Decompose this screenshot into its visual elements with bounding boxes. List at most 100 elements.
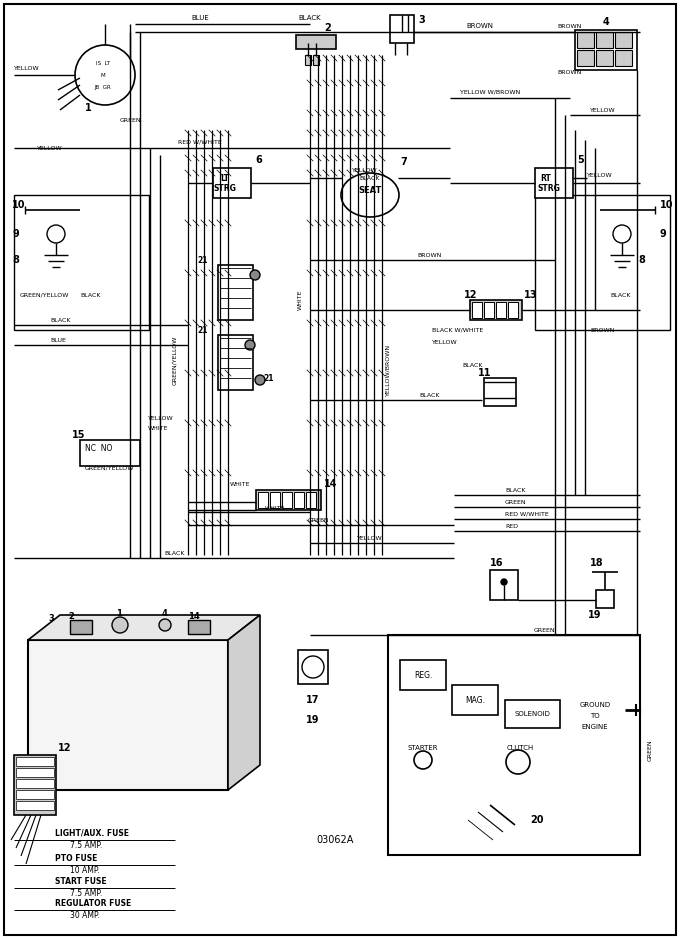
Bar: [296, 35, 336, 49]
Text: LT: LT: [220, 174, 230, 182]
Text: LIGHT/AUX. FUSE: LIGHT/AUX. FUSE: [55, 828, 129, 838]
Text: REGULATOR FUSE: REGULATOR FUSE: [55, 899, 131, 907]
Text: BLACK: BLACK: [462, 362, 483, 367]
Bar: [294, 492, 304, 508]
Text: SEAT: SEAT: [358, 186, 381, 194]
Text: NC  NO: NC NO: [85, 443, 112, 453]
Bar: [490, 570, 518, 600]
Bar: [298, 650, 328, 684]
Text: GREEN: GREEN: [307, 517, 329, 522]
Text: YELLOW/BROWN: YELLOW/BROWN: [386, 344, 390, 396]
Text: YELLOW: YELLOW: [14, 66, 39, 70]
Bar: [213, 168, 251, 198]
Bar: [16, 768, 54, 777]
Text: WHITE: WHITE: [230, 482, 250, 486]
Text: SOLENOID: SOLENOID: [514, 711, 550, 717]
Text: 10: 10: [12, 200, 26, 210]
Bar: [484, 302, 494, 318]
Bar: [14, 755, 56, 815]
Text: GREEN/YELLOW: GREEN/YELLOW: [20, 293, 69, 298]
Bar: [575, 30, 637, 70]
Text: 15: 15: [72, 430, 86, 440]
Text: BLUE: BLUE: [191, 15, 209, 21]
Text: IS  LT: IS LT: [96, 60, 110, 66]
Text: STRG: STRG: [537, 183, 560, 192]
Bar: [16, 790, 54, 799]
Bar: [256, 490, 321, 510]
Bar: [615, 50, 632, 66]
Bar: [16, 757, 54, 766]
Text: BLUE: BLUE: [50, 337, 66, 343]
Text: 1: 1: [116, 608, 122, 618]
Circle shape: [245, 340, 255, 350]
Text: YELLOW: YELLOW: [37, 146, 63, 150]
Text: RT: RT: [540, 174, 551, 182]
Bar: [188, 620, 210, 634]
Bar: [16, 801, 54, 810]
Text: YELLOW W/BROWN: YELLOW W/BROWN: [460, 89, 520, 95]
Text: ENGINE: ENGINE: [581, 724, 609, 730]
Text: BROWN: BROWN: [418, 253, 442, 257]
Text: BROWN: BROWN: [557, 69, 581, 74]
Text: 5: 5: [577, 155, 583, 165]
Text: 20: 20: [530, 815, 543, 825]
Text: GROUND: GROUND: [579, 702, 611, 708]
Text: WHITE: WHITE: [265, 505, 285, 511]
Text: CLUTCH: CLUTCH: [507, 745, 534, 751]
Text: 9: 9: [12, 229, 19, 239]
Bar: [484, 378, 516, 406]
Text: 6: 6: [255, 155, 262, 165]
Text: 12: 12: [58, 743, 71, 753]
Text: GREEN: GREEN: [120, 117, 141, 122]
Text: 7: 7: [400, 157, 407, 167]
Text: STRG: STRG: [214, 183, 237, 192]
Bar: [16, 779, 54, 788]
Bar: [28, 640, 228, 790]
Text: MAG.: MAG.: [465, 696, 485, 704]
Text: TO: TO: [590, 713, 600, 719]
Bar: [535, 195, 670, 330]
Bar: [596, 50, 613, 66]
Text: 11: 11: [478, 368, 492, 378]
Text: 03062A: 03062A: [316, 835, 354, 845]
Bar: [508, 302, 518, 318]
Text: BLACK: BLACK: [360, 176, 380, 180]
Text: 4: 4: [602, 17, 609, 27]
Circle shape: [506, 750, 530, 774]
Bar: [258, 492, 268, 508]
Text: 10: 10: [660, 200, 673, 210]
Bar: [305, 55, 311, 65]
Text: 21: 21: [197, 326, 208, 334]
Circle shape: [250, 270, 260, 280]
Text: 4: 4: [162, 608, 168, 618]
Text: RED W/WHITE: RED W/WHITE: [505, 512, 549, 516]
Text: M: M: [101, 72, 105, 78]
Text: BLACK: BLACK: [165, 550, 185, 556]
Bar: [80, 440, 140, 466]
Text: 9: 9: [660, 229, 667, 239]
Bar: [496, 302, 506, 318]
Circle shape: [414, 751, 432, 769]
Text: 16: 16: [490, 558, 503, 568]
Text: GREEN: GREEN: [505, 500, 526, 504]
Bar: [218, 335, 253, 390]
Text: 8: 8: [12, 255, 19, 265]
Text: BLACK: BLACK: [420, 393, 440, 397]
Text: YELLOW: YELLOW: [148, 415, 173, 421]
Bar: [452, 685, 498, 715]
Bar: [577, 50, 594, 66]
Text: 19: 19: [588, 610, 602, 620]
Text: 3: 3: [418, 15, 425, 25]
Text: BLACK W/WHITE: BLACK W/WHITE: [432, 328, 483, 332]
Text: BROWN: BROWN: [557, 23, 581, 28]
Text: BLACK: BLACK: [80, 293, 101, 298]
Text: RED: RED: [505, 524, 518, 529]
Polygon shape: [228, 615, 260, 790]
Text: 8: 8: [638, 255, 645, 265]
Text: 17: 17: [306, 695, 320, 705]
Circle shape: [255, 375, 265, 385]
Circle shape: [75, 45, 135, 105]
Bar: [577, 32, 594, 48]
Text: 7.5 AMP.: 7.5 AMP.: [70, 840, 102, 850]
Text: GREEN: GREEN: [647, 739, 653, 761]
